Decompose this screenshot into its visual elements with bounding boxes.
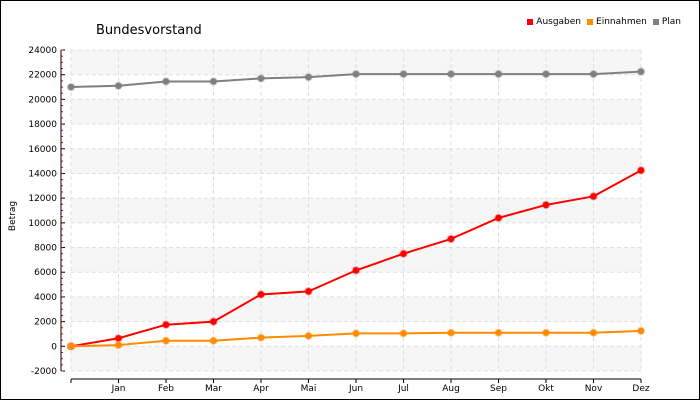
y-tick-label: 2000	[34, 318, 57, 328]
grid-band	[71, 50, 641, 75]
data-point-ausgaben	[161, 320, 171, 329]
x-tick-label: Mar	[205, 384, 222, 394]
data-point-ausgaben	[114, 334, 123, 343]
data-point-ausgaben	[304, 287, 313, 296]
x-tick-label: Apr	[253, 384, 269, 394]
legend-label-ausgaben: Ausgaben	[536, 17, 582, 27]
y-tick-label: 16000	[28, 145, 57, 155]
data-point-plan	[114, 81, 123, 91]
data-point-plan	[66, 82, 76, 92]
data-point-plan	[351, 69, 361, 79]
legend-swatch-ausgaben	[527, 19, 534, 25]
data-point-einnahmen	[541, 328, 551, 337]
y-tick-label: 6000	[34, 268, 57, 278]
data-point-plan	[541, 69, 551, 79]
data-point-plan	[161, 77, 171, 86]
x-tick-label: Dez	[632, 384, 649, 394]
legend-swatch-plan	[652, 19, 659, 25]
data-point-einnahmen	[66, 342, 76, 351]
legend-item-ausgaben: Ausgaben	[527, 17, 581, 27]
legend-item-einnahmen: Einnahmen	[587, 17, 647, 27]
legend-swatch-einnahmen	[587, 19, 594, 25]
data-point-plan	[209, 77, 218, 86]
data-point-plan	[446, 69, 456, 79]
data-point-plan	[304, 72, 313, 82]
y-tick-label: 12000	[28, 194, 57, 204]
data-point-einnahmen	[399, 329, 408, 338]
legend: Ausgaben Einnahmen Plan	[527, 17, 681, 27]
data-point-plan	[636, 67, 646, 76]
y-tick-label: 18000	[28, 120, 57, 130]
data-point-ausgaben	[636, 166, 646, 175]
data-point-ausgaben	[494, 213, 503, 223]
data-point-plan	[589, 69, 598, 79]
data-point-einnahmen	[304, 331, 313, 341]
x-tick-label: Nov	[585, 384, 603, 394]
data-point-ausgaben	[399, 249, 408, 258]
y-tick-label: 8000	[34, 244, 57, 254]
data-point-einnahmen	[589, 328, 598, 337]
x-tick-label: Mai	[301, 384, 317, 394]
x-tick-label: Jan	[111, 384, 126, 394]
data-point-ausgaben	[351, 266, 361, 275]
x-tick-label: Aug	[442, 384, 460, 394]
x-tick-label: Jul	[397, 384, 409, 394]
data-point-einnahmen	[114, 340, 123, 350]
data-point-plan	[494, 69, 503, 79]
y-tick-label: -2000	[31, 367, 57, 377]
x-tick-label: Okt	[538, 384, 554, 394]
data-point-einnahmen	[161, 336, 171, 345]
chart-title: Bundesvorstand	[96, 23, 202, 38]
data-point-einnahmen	[209, 336, 218, 345]
y-tick-label: 10000	[28, 219, 57, 229]
legend-item-plan: Plan	[652, 17, 681, 27]
data-point-plan	[256, 74, 266, 83]
legend-label-plan: Plan	[661, 17, 681, 27]
data-point-ausgaben	[209, 317, 218, 326]
data-point-ausgaben	[256, 290, 266, 299]
y-tick-label: 20000	[28, 95, 57, 105]
y-tick-label: 14000	[28, 169, 57, 179]
data-point-einnahmen	[256, 333, 266, 342]
y-tick-label: 4000	[34, 293, 57, 303]
grid-band	[71, 99, 641, 125]
y-tick-label: 24000	[28, 46, 57, 56]
data-point-ausgaben	[589, 192, 598, 201]
x-tick-label: Feb	[158, 384, 174, 394]
y-tick-label: 22000	[28, 71, 57, 81]
data-point-einnahmen	[446, 328, 456, 337]
x-tick-label: Sep	[490, 384, 507, 394]
legend-label-einnahmen: Einnahmen	[596, 17, 647, 27]
data-point-einnahmen	[494, 328, 503, 337]
y-tick-label: 0	[51, 342, 57, 352]
data-point-ausgaben	[446, 234, 456, 244]
data-point-ausgaben	[541, 200, 551, 210]
data-point-einnahmen	[351, 329, 361, 338]
data-point-plan	[399, 69, 408, 79]
x-tick-label: Jun	[348, 384, 363, 394]
data-point-einnahmen	[636, 326, 646, 336]
